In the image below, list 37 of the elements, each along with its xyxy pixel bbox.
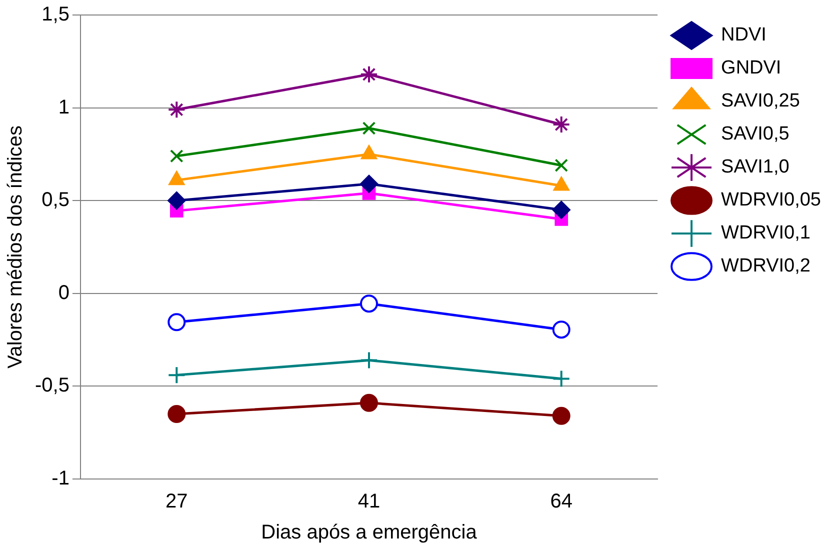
point — [552, 320, 570, 339]
y-tick-label: 1 — [58, 96, 70, 118]
point — [362, 122, 376, 135]
point — [360, 65, 378, 84]
legend-label: SAVI0,5 — [721, 124, 790, 145]
y-tick-label: -1 — [52, 468, 70, 490]
point — [360, 351, 378, 370]
legend-label: WDRVI0,05 — [721, 190, 822, 211]
point — [168, 313, 186, 332]
y-tick-label: 0,5 — [42, 189, 70, 212]
legend-label: SAVI1,0 — [721, 156, 790, 178]
y-axis-title: Valores médios dos índices — [4, 125, 27, 369]
y-tick-label: -0,5 — [34, 374, 70, 397]
point — [168, 405, 186, 424]
legend-label: WDRVI0,1 — [721, 222, 810, 244]
legend-label: WDRVI0,2 — [721, 256, 810, 277]
point — [554, 158, 568, 172]
point — [552, 370, 570, 388]
legend-label: SAVI0,25 — [721, 90, 800, 112]
x-tick-label: 41 — [358, 490, 380, 513]
point — [360, 394, 378, 412]
point — [552, 406, 570, 425]
point — [552, 116, 570, 134]
y-tick-label: 0 — [58, 282, 70, 304]
x-tick-label: 27 — [166, 490, 188, 513]
legend-label: GNDVI — [721, 58, 782, 79]
legend-label: NDVI — [721, 24, 766, 46]
point — [360, 294, 378, 313]
point — [168, 100, 186, 119]
point — [552, 200, 570, 219]
point — [168, 366, 186, 384]
point — [168, 192, 186, 210]
y-tick-label: 1,5 — [42, 4, 70, 26]
point — [360, 174, 378, 193]
point — [170, 149, 184, 163]
x-tick-label: 64 — [550, 490, 572, 513]
x-axis-title: Dias após a emergência — [261, 522, 478, 544]
